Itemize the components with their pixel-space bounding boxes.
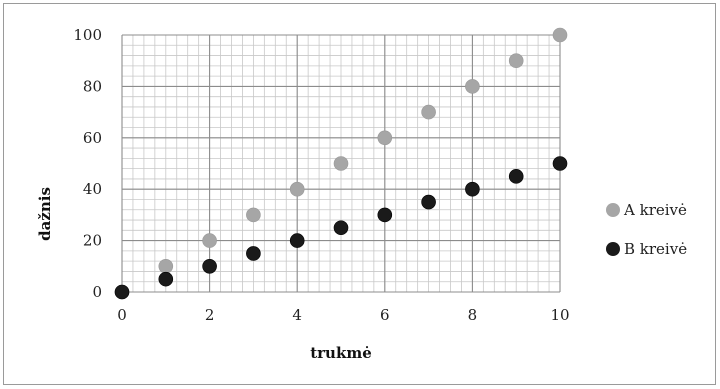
series-a-point — [246, 207, 261, 223]
legend-label: B kreivė — [624, 240, 687, 258]
x-axis-title: trukmė — [310, 344, 372, 362]
series-a-point — [202, 233, 217, 248]
series-a-point — [421, 104, 436, 120]
series-a-point — [552, 27, 568, 43]
legend-marker — [606, 242, 620, 256]
legend: A kreivė B kreivė — [606, 201, 687, 258]
y-tick-label: 80 — [83, 77, 102, 95]
series-b-point — [246, 246, 261, 261]
y-axis-title: dažnis — [36, 187, 54, 241]
series-b-point — [114, 284, 130, 300]
series-a-point — [289, 181, 305, 197]
series-b-point — [158, 271, 174, 287]
series-b-point — [465, 181, 480, 197]
series-a-point — [508, 53, 524, 69]
data-points — [114, 27, 568, 300]
legend-item: B kreivė — [606, 240, 687, 258]
series-b-point — [333, 220, 349, 236]
x-tick-label: 2 — [205, 306, 215, 324]
series-b-point — [508, 169, 524, 184]
x-tick-label: 8 — [468, 306, 478, 324]
x-tick-label: 10 — [550, 306, 569, 324]
legend-item: A kreivė — [606, 201, 687, 219]
y-tick-label: 20 — [83, 232, 102, 250]
series-a-point — [158, 258, 174, 274]
legend-marker — [606, 203, 620, 217]
series-a-point — [465, 79, 480, 94]
x-tick-label: 0 — [117, 306, 127, 324]
series-b-point — [289, 233, 305, 248]
series-a-point — [377, 130, 393, 146]
y-tick-label: 0 — [92, 283, 102, 301]
x-tick-labels: 0 2 4 6 8 10 — [117, 306, 569, 324]
series-a-point — [333, 156, 349, 171]
legend-label: A kreivė — [623, 201, 687, 219]
series-b-point — [421, 194, 436, 210]
series-b-point — [202, 258, 217, 274]
series-b-point — [377, 207, 393, 223]
series-b-point — [552, 156, 568, 171]
y-tick-label: 40 — [83, 180, 102, 198]
x-tick-label: 4 — [292, 306, 302, 324]
y-tick-label: 100 — [73, 26, 102, 44]
y-tick-label: 60 — [83, 129, 102, 147]
x-tick-label: 6 — [380, 306, 390, 324]
y-tick-labels: 0 20 40 60 80 100 — [73, 26, 102, 301]
